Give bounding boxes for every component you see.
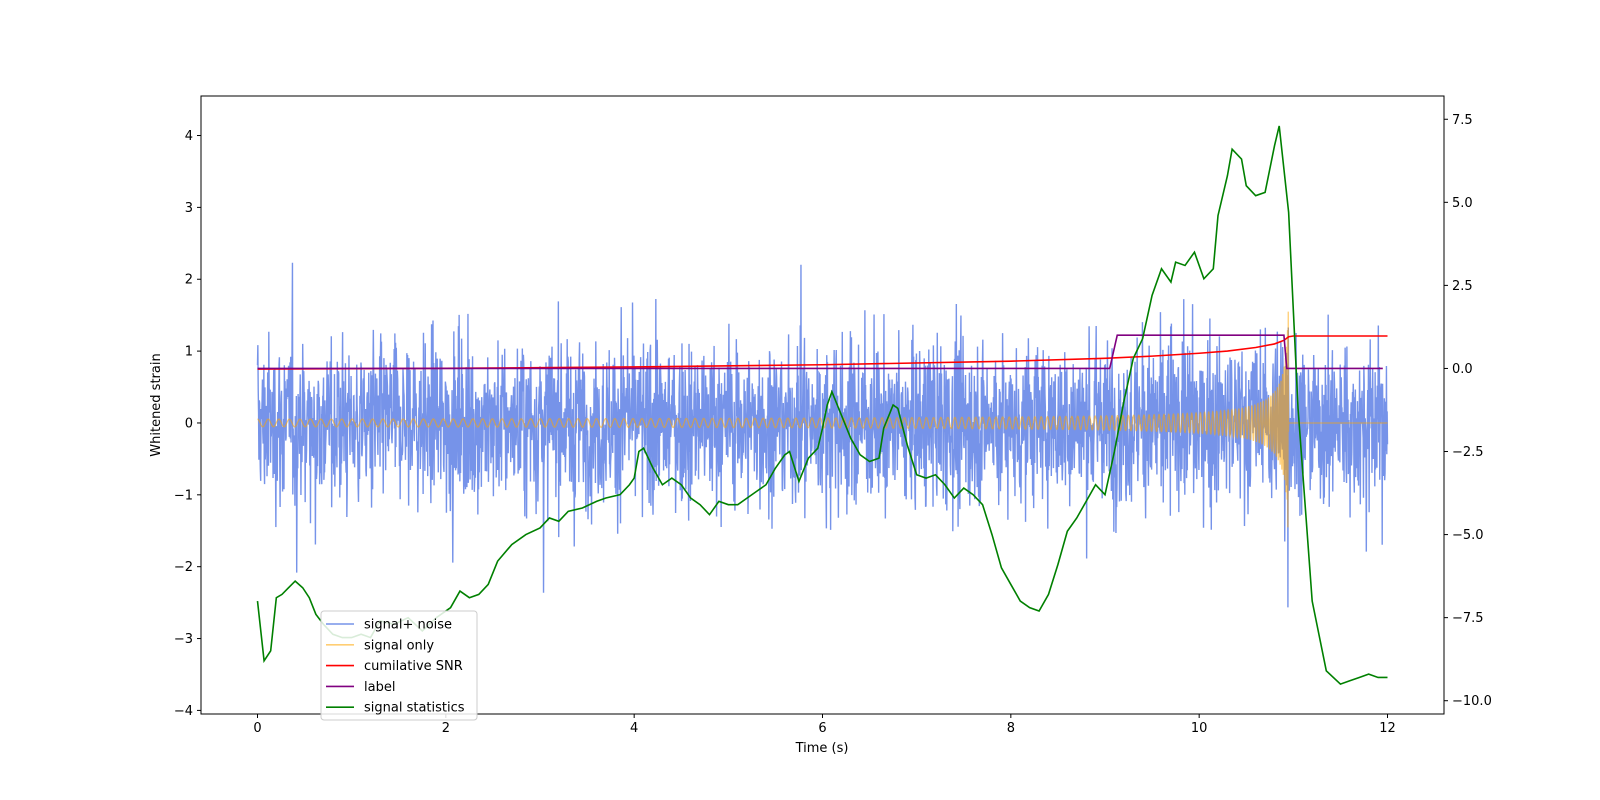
y-tick-label: 3 <box>185 201 193 216</box>
x-tick-label: 8 <box>1007 721 1015 736</box>
legend: signal+ noise signal only cumilative SNR la… <box>320 610 478 721</box>
legend-label: signal statistics <box>364 701 465 716</box>
axis-layer: 0 2 4 6 8 10 12−4−3−2−101234−10.0−7.5−5.0−2.50… <box>174 113 1492 736</box>
y-tick-label: 0 <box>185 416 193 431</box>
x-axis-label: Time (s) <box>795 741 849 756</box>
y-tick-label: −3 <box>174 632 193 647</box>
legend-label: signal+ noise <box>364 618 452 633</box>
series-label-line <box>257 334 1383 370</box>
legend-label: label <box>364 680 395 695</box>
legend-box <box>320 610 478 721</box>
series-cumulative-snr-line <box>257 335 1388 370</box>
y-tick-label: −1 <box>174 488 193 503</box>
y-right-tick-label: −5.0 <box>1452 528 1484 543</box>
y-right-tick-label: −10.0 <box>1452 694 1492 709</box>
y-tick-label: −2 <box>174 560 193 575</box>
x-tick-label: 4 <box>630 721 638 736</box>
y-tick-label: 1 <box>185 345 193 360</box>
x-tick-label: 2 <box>442 721 450 736</box>
legend-label: cumilative SNR <box>364 659 463 674</box>
x-tick-label: 12 <box>1379 721 1396 736</box>
y-tick-label: 2 <box>185 273 193 288</box>
series-layer <box>256 125 1389 686</box>
legend-label: signal only <box>364 638 434 653</box>
y-axis-label: Whitened strain <box>149 353 164 456</box>
y-right-tick-label: 2.5 <box>1452 279 1473 294</box>
y-right-tick-label: 7.5 <box>1452 113 1473 128</box>
x-tick-label: 10 <box>1191 721 1208 736</box>
x-tick-label: 6 <box>818 721 826 736</box>
y-right-tick-label: 5.0 <box>1452 196 1473 211</box>
y-tick-label: 4 <box>185 129 193 144</box>
y-tick-label: −4 <box>174 704 193 719</box>
y-right-tick-label: −7.5 <box>1452 611 1484 626</box>
y-right-tick-label: 0.0 <box>1452 362 1473 377</box>
x-tick-label: 0 <box>253 721 261 736</box>
y-right-tick-label: −2.5 <box>1452 445 1484 460</box>
